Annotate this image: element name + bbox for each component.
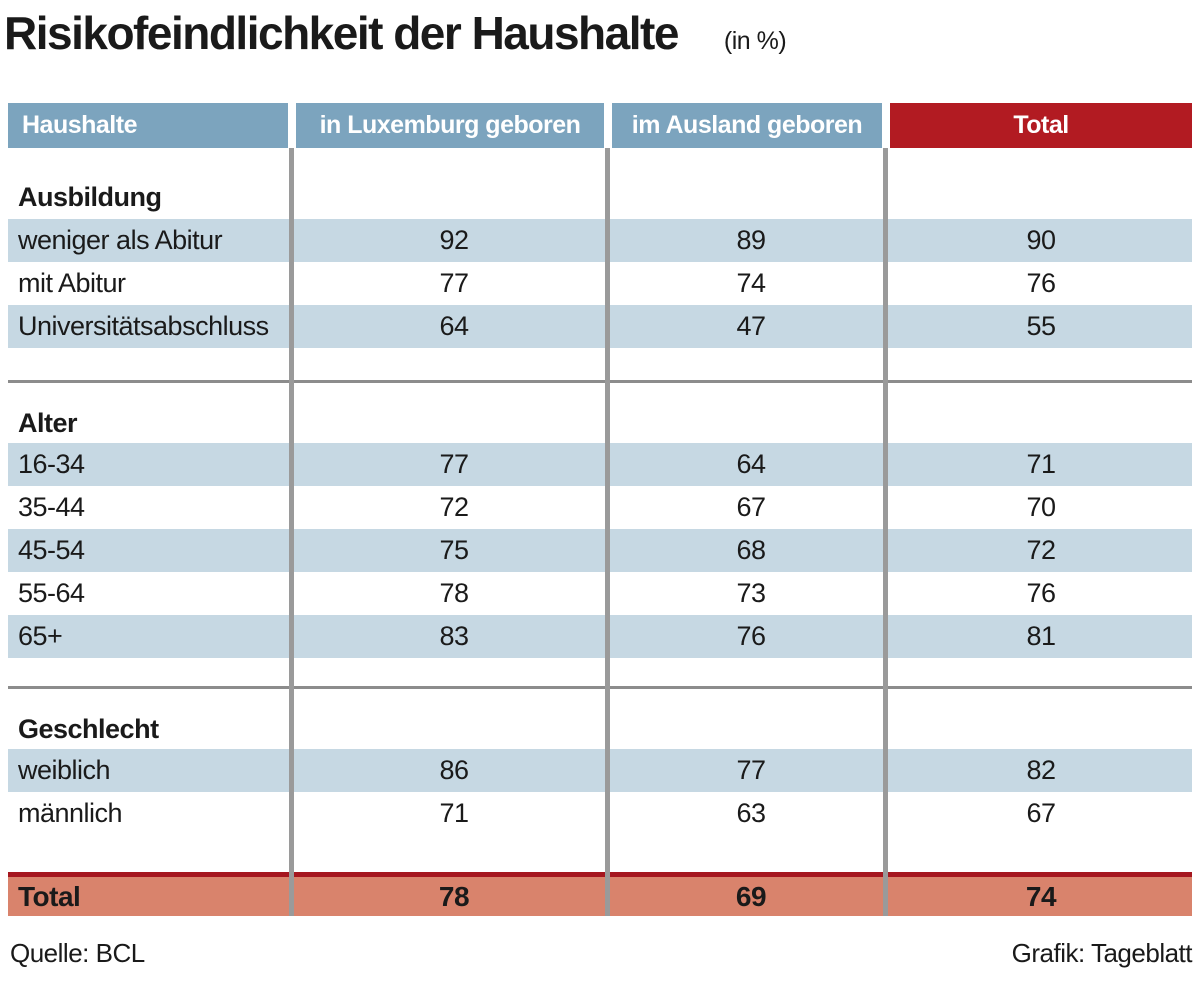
value-cell-luxemburg: 71 <box>439 798 469 828</box>
value-cell-total: 76 <box>1026 268 1056 298</box>
column-header-total: Total <box>890 103 1192 148</box>
table-header-row: Haushalte in Luxemburg geboren im Auslan… <box>8 103 1192 148</box>
total-row: Total 78 69 74 <box>8 872 1192 916</box>
value-cell-total: 81 <box>1026 621 1056 651</box>
value-cell-ausland: 76 <box>736 621 766 651</box>
value-cell-total: 67 <box>1026 798 1056 828</box>
section-header-row: Ausbildung <box>8 176 1192 219</box>
column-divider-line <box>605 148 610 916</box>
value-cell-ausland: 47 <box>736 311 766 341</box>
total-value-total: 74 <box>1025 880 1057 912</box>
source-credit: Quelle: BCL <box>10 938 145 968</box>
spacer <box>8 348 1192 380</box>
footer: Quelle: BCL Grafik: Tageblatt <box>10 938 1193 969</box>
spacer <box>8 689 1192 709</box>
spacer <box>8 148 1192 176</box>
total-value-luxemburg: 78 <box>438 880 470 912</box>
table-row: 35-44 72 67 70 <box>8 486 1192 529</box>
section-label-cell: Ausbildung <box>18 182 162 212</box>
section-label-cell: Geschlecht <box>18 713 159 744</box>
value-cell-total: 71 <box>1026 449 1056 479</box>
row-label-cell: weniger als Abitur <box>18 225 223 255</box>
value-cell-ausland: 68 <box>736 535 766 565</box>
table-row: 65+ 83 76 81 <box>8 615 1192 658</box>
graphic-credit: Grafik: Tageblatt <box>1011 938 1193 968</box>
row-label-cell: 35-44 <box>18 492 85 522</box>
value-cell-ausland: 74 <box>736 268 766 298</box>
row-label-cell: männlich <box>18 798 123 828</box>
row-label-cell: 16-34 <box>18 449 85 479</box>
value-cell-total: 55 <box>1026 311 1056 341</box>
column-header-ausland: im Ausland geboren <box>612 103 882 148</box>
value-cell-total: 82 <box>1026 755 1056 785</box>
value-cell-luxemburg: 64 <box>439 311 469 341</box>
row-label-cell: 55-64 <box>18 578 85 608</box>
value-cell-ausland: 73 <box>736 578 766 608</box>
row-label-cell: 45-54 <box>18 535 85 565</box>
table-row: weiblich 86 77 82 <box>8 749 1192 792</box>
value-cell-luxemburg: 77 <box>439 268 469 298</box>
column-divider-line <box>883 148 888 916</box>
table-row: weniger als Abitur 92 89 90 <box>8 219 1192 262</box>
total-value-ausland: 69 <box>735 880 767 912</box>
total-label-cell: Total <box>18 880 81 912</box>
spacer <box>8 835 1192 872</box>
column-header-luxemburg: in Luxemburg geboren <box>296 103 604 148</box>
value-cell-luxemburg: 83 <box>439 621 469 651</box>
section-divider-line <box>8 686 1192 689</box>
table-row: 55-64 78 73 76 <box>8 572 1192 615</box>
column-divider-line <box>289 148 294 916</box>
value-cell-ausland: 77 <box>736 755 766 785</box>
table-row: männlich 71 63 67 <box>8 792 1192 835</box>
table-row: 16-34 77 64 71 <box>8 443 1192 486</box>
value-cell-luxemburg: 92 <box>439 225 469 255</box>
title-row: Risikofeindlichkeit der Haushalte (in %) <box>4 6 1192 60</box>
table-row: Universitätsabschluss 64 47 55 <box>8 305 1192 348</box>
section-label-cell: Alter <box>18 407 78 438</box>
value-cell-luxemburg: 78 <box>439 578 469 608</box>
section-divider-line <box>8 380 1192 383</box>
data-table: Haushalte in Luxemburg geboren im Auslan… <box>8 103 1192 916</box>
spacer <box>8 658 1192 686</box>
section-header-row: Geschlecht <box>8 709 1192 749</box>
page-title: Risikofeindlichkeit der Haushalte <box>4 7 679 59</box>
value-cell-total: 90 <box>1026 225 1056 255</box>
row-label-cell: weiblich <box>18 755 111 785</box>
row-label-cell: mit Abitur <box>18 268 126 298</box>
row-label-cell: Universitätsabschluss <box>18 311 269 341</box>
table-body: Ausbildung weniger als Abitur 92 89 90 mit Ab… <box>8 148 1192 916</box>
value-cell-luxemburg: 86 <box>439 755 469 785</box>
title-unit-suffix: (in %) <box>723 27 787 55</box>
value-cell-luxemburg: 72 <box>439 492 469 522</box>
column-header-haushalte: Haushalte <box>8 103 288 148</box>
value-cell-luxemburg: 75 <box>439 535 469 565</box>
value-cell-ausland: 63 <box>736 798 766 828</box>
value-cell-total: 72 <box>1026 535 1056 565</box>
value-cell-ausland: 64 <box>736 449 766 479</box>
row-label-cell: 65+ <box>18 621 63 651</box>
spacer <box>8 383 1192 403</box>
table-row: 45-54 75 68 72 <box>8 529 1192 572</box>
value-cell-luxemburg: 77 <box>439 449 469 479</box>
value-cell-total: 76 <box>1026 578 1056 608</box>
value-cell-total: 70 <box>1026 492 1056 522</box>
table-row: mit Abitur 77 74 76 <box>8 262 1192 305</box>
value-cell-ausland: 89 <box>736 225 766 255</box>
section-header-row: Alter <box>8 403 1192 443</box>
value-cell-ausland: 67 <box>736 492 766 522</box>
